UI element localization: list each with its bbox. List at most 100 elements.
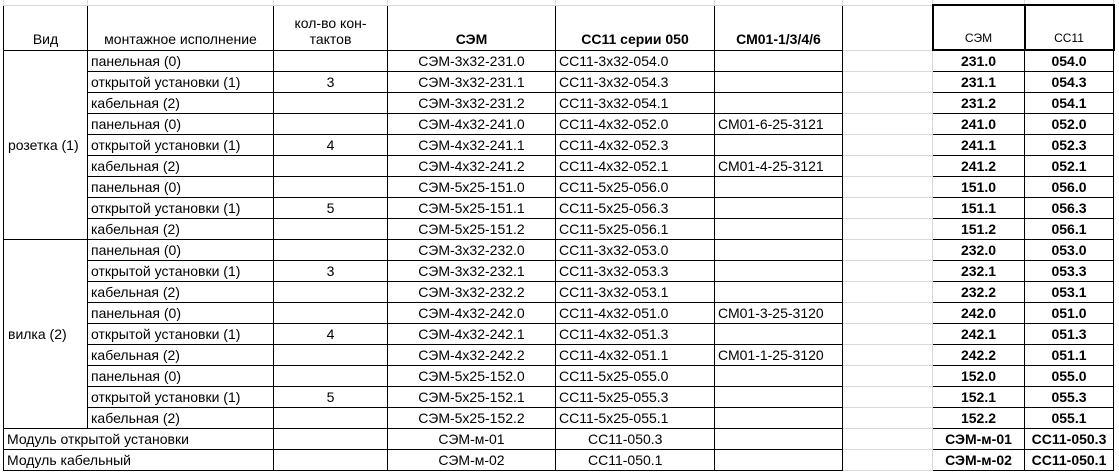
empty-cell[interactable]: [842, 155, 933, 177]
empty-cell[interactable]: [842, 113, 933, 135]
short-ss11-cell[interactable]: 051.3: [1024, 323, 1114, 345]
mounting-cell[interactable]: открытой установки (1): [87, 197, 274, 219]
ss11-cell[interactable]: СС11-4х32-051.0: [555, 302, 715, 324]
contacts-cell[interactable]: [273, 302, 388, 324]
sm01-cell[interactable]: [714, 260, 843, 282]
sem-cell[interactable]: СЭМ-4х32-242.1: [387, 323, 556, 345]
sem-cell[interactable]: СЭМ-4х32-242.0: [387, 302, 556, 324]
header-ss11[interactable]: СС11 серии 050: [555, 4, 715, 51]
sem-cell[interactable]: СЭМ-5х25-151.2: [387, 218, 556, 240]
sm01-cell[interactable]: СМ01-4-25-3121: [714, 155, 843, 177]
ss11-cell[interactable]: СС11-3х32-053.3: [555, 260, 715, 282]
mounting-cell[interactable]: кабельная (2): [87, 218, 274, 240]
contacts-cell[interactable]: [273, 281, 388, 303]
contacts-cell[interactable]: [273, 92, 388, 114]
sm01-cell[interactable]: [714, 407, 843, 429]
mounting-cell[interactable]: кабельная (2): [87, 92, 274, 114]
empty-cell[interactable]: [842, 449, 933, 471]
contacts-cell[interactable]: [273, 407, 388, 429]
sm01-cell[interactable]: [714, 49, 843, 72]
short-sem-cell[interactable]: СЭМ-м-02: [932, 449, 1025, 471]
contacts-cell[interactable]: [273, 428, 388, 450]
header-sem[interactable]: СЭМ: [387, 4, 556, 51]
sem-cell[interactable]: СЭМ-5х25-152.0: [387, 365, 556, 387]
mounting-cell[interactable]: панельная (0): [87, 49, 274, 72]
short-sem-cell[interactable]: 242.0: [932, 302, 1025, 324]
empty-cell[interactable]: [842, 428, 933, 450]
mounting-cell[interactable]: панельная (0): [87, 239, 274, 261]
short-sem-cell[interactable]: 242.2: [932, 344, 1025, 366]
header-contacts[interactable]: кол-во кон-тактов: [273, 4, 388, 51]
ss11-cell[interactable]: СС11-3х32-054.1: [555, 92, 715, 114]
sem-cell[interactable]: СЭМ-5х25-151.1: [387, 197, 556, 219]
module-label[interactable]: Модуль кабельный: [3, 449, 274, 471]
short-sem-cell[interactable]: 152.2: [932, 407, 1025, 429]
sm01-cell[interactable]: [714, 323, 843, 345]
short-sem-cell[interactable]: 241.1: [932, 134, 1025, 156]
header-sm01[interactable]: СМ01-1/3/4/6: [714, 4, 843, 51]
contacts-cell[interactable]: [273, 365, 388, 387]
short-sem-cell[interactable]: 151.0: [932, 176, 1025, 198]
mounting-cell[interactable]: кабельная (2): [87, 407, 274, 429]
sem-cell[interactable]: СЭМ-4х32-241.0: [387, 113, 556, 135]
ss11-cell[interactable]: СС11-5х25-055.0: [555, 365, 715, 387]
sm01-cell[interactable]: [714, 281, 843, 303]
ss11-cell[interactable]: СС11-050.3: [555, 428, 715, 450]
contacts-cell[interactable]: 5: [273, 197, 388, 219]
ss11-cell[interactable]: СС11-3х32-054.3: [555, 71, 715, 93]
vid-cell[interactable]: вилка (2): [3, 239, 88, 429]
sem-cell[interactable]: СЭМ-3х32-231.2: [387, 92, 556, 114]
short-ss11-cell[interactable]: 052.3: [1024, 134, 1114, 156]
ss11-cell[interactable]: СС11-5х25-056.3: [555, 197, 715, 219]
mounting-cell[interactable]: панельная (0): [87, 113, 274, 135]
empty-cell[interactable]: [842, 134, 933, 156]
contacts-cell[interactable]: 3: [273, 71, 388, 93]
short-ss11-cell[interactable]: 056.1: [1024, 218, 1114, 240]
contacts-cell[interactable]: [273, 113, 388, 135]
short-ss11-cell[interactable]: 056.3: [1024, 197, 1114, 219]
sm01-cell[interactable]: [714, 428, 843, 450]
short-sem-cell[interactable]: 232.1: [932, 260, 1025, 282]
ss11-cell[interactable]: СС11-4х32-051.3: [555, 323, 715, 345]
sm01-cell[interactable]: СМ01-6-25-3121: [714, 113, 843, 135]
ss11-cell[interactable]: СС11-4х32-052.0: [555, 113, 715, 135]
mounting-cell[interactable]: кабельная (2): [87, 281, 274, 303]
sem-cell[interactable]: СЭМ-3х32-231.0: [387, 49, 556, 72]
sem-cell[interactable]: СЭМ-5х25-151.0: [387, 176, 556, 198]
sm01-cell[interactable]: [714, 71, 843, 93]
sm01-cell[interactable]: [714, 176, 843, 198]
empty-cell[interactable]: [842, 281, 933, 303]
short-sem-cell[interactable]: 152.1: [932, 386, 1025, 408]
short-sem-cell[interactable]: 151.1: [932, 197, 1025, 219]
ss11-cell[interactable]: СС11-5х25-055.1: [555, 407, 715, 429]
ss11-cell[interactable]: СС11-4х32-052.3: [555, 134, 715, 156]
short-sem-cell[interactable]: 231.0: [932, 49, 1025, 72]
short-sem-cell[interactable]: 152.0: [932, 365, 1025, 387]
short-ss11-cell[interactable]: 054.3: [1024, 71, 1114, 93]
empty-cell[interactable]: [842, 302, 933, 324]
short-sem-cell[interactable]: 151.2: [932, 218, 1025, 240]
empty-cell[interactable]: [842, 4, 933, 51]
mounting-cell[interactable]: открытой установки (1): [87, 134, 274, 156]
vid-cell[interactable]: розетка (1): [3, 49, 88, 240]
short-ss11-cell[interactable]: 053.3: [1024, 260, 1114, 282]
sm01-cell[interactable]: [714, 218, 843, 240]
sem-cell[interactable]: СЭМ-3х32-232.1: [387, 260, 556, 282]
ss11-cell[interactable]: СС11-5х25-055.3: [555, 386, 715, 408]
module-label[interactable]: Модуль открытой установки: [3, 428, 274, 450]
ss11-cell[interactable]: СС11-4х32-052.1: [555, 155, 715, 177]
ss11-cell[interactable]: СС11-3х32-053.1: [555, 281, 715, 303]
short-sem-cell[interactable]: СЭМ-м-01: [932, 428, 1025, 450]
short-ss11-cell[interactable]: 051.0: [1024, 302, 1114, 324]
empty-cell[interactable]: [842, 365, 933, 387]
ss11-cell[interactable]: СС11-3х32-053.0: [555, 239, 715, 261]
short-ss11-cell[interactable]: 053.1: [1024, 281, 1114, 303]
short-ss11-cell[interactable]: 054.0: [1024, 49, 1114, 72]
short-sem-cell[interactable]: 232.0: [932, 239, 1025, 261]
short-ss11-cell[interactable]: 055.0: [1024, 365, 1114, 387]
mounting-cell[interactable]: панельная (0): [87, 176, 274, 198]
empty-cell[interactable]: [842, 71, 933, 93]
contacts-cell[interactable]: [273, 218, 388, 240]
empty-cell[interactable]: [842, 323, 933, 345]
mounting-cell[interactable]: открытой установки (1): [87, 386, 274, 408]
